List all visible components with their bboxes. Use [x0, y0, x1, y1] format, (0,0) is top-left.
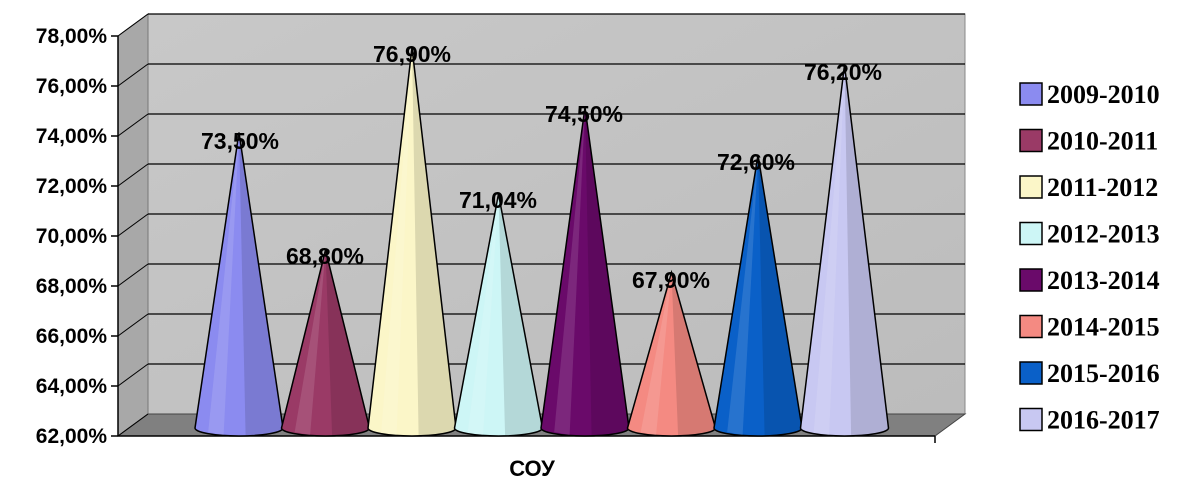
cone-2013-2014 [540, 107, 630, 437]
legend-item: 2014-2015 [1019, 313, 1160, 342]
gridline-side [117, 163, 149, 187]
y-tick-label: 68,00% [36, 275, 108, 298]
cone-2009-2010 [194, 132, 284, 437]
y-tick-label: 78,00% [36, 25, 108, 48]
cone-shade [758, 155, 803, 436]
legend: 2009-2010 2010-2011 2011-2012 2012-2013 2013… [1019, 80, 1160, 435]
cone-2016-2017 [799, 64, 890, 437]
legend-label: 2013-2014 [1047, 266, 1160, 295]
legend-swatch [1019, 268, 1043, 292]
gridline-side [117, 263, 149, 287]
data-label: 71,04% [459, 187, 537, 213]
cone-highlight [554, 107, 585, 435]
gridline-side [117, 113, 149, 137]
y-tick-label: 70,00% [36, 225, 108, 248]
x-category-label: СОУ [509, 456, 555, 481]
legend-label: 2009-2010 [1047, 80, 1160, 109]
legend-item: 2013-2014 [1019, 266, 1160, 295]
cone-highlight [294, 250, 326, 435]
cone-highlight [727, 155, 758, 435]
cone-series [194, 47, 890, 437]
legend-swatch [1019, 128, 1043, 153]
cone-highlight [467, 194, 499, 435]
legend-label: 2012-2013 [1047, 220, 1160, 249]
legend-label: 2014-2015 [1047, 313, 1160, 342]
cone-highlight [640, 272, 672, 435]
y-tick-label: 76,00% [36, 75, 108, 98]
legend-item: 2010-2011 [1019, 127, 1158, 156]
legend-item: 2016-2017 [1019, 406, 1160, 435]
cone-2010-2011 [280, 249, 371, 437]
cone-shade [671, 272, 716, 436]
gridline-side [117, 413, 149, 437]
y-axis-ticks: 62,00% 64,00% 66,00% 68,00% 70,00% 72,00% 74,0… [36, 25, 118, 448]
gridline-side [117, 363, 149, 387]
data-label: 74,50% [545, 101, 623, 127]
data-label: 68,80% [286, 243, 364, 269]
gridline-side [117, 63, 149, 87]
cone-shade [239, 132, 284, 436]
data-label: 73,50% [201, 128, 279, 154]
cone-highlight [381, 47, 412, 435]
cone-highlight [208, 132, 239, 435]
y-tick-label: 74,00% [36, 125, 108, 148]
gridline-side [117, 313, 149, 337]
y-tick-label: 66,00% [36, 325, 108, 348]
y-tick-label: 62,00% [36, 425, 108, 448]
cone-2012-2013 [453, 193, 544, 437]
data-label: 76,90% [373, 41, 451, 67]
legend-item: 2011-2012 [1019, 173, 1158, 202]
legend-swatch [1019, 361, 1043, 385]
cone-shade [844, 65, 889, 436]
legend-swatch [1019, 221, 1043, 246]
data-label: 72,60% [717, 149, 795, 175]
cone-shade [585, 107, 630, 436]
data-label: 67,90% [632, 267, 710, 293]
gridline-side [117, 13, 149, 37]
legend-item: 2012-2013 [1019, 220, 1160, 249]
data-label: 76,20% [804, 59, 882, 85]
legend-swatch [1019, 407, 1043, 432]
legend-swatch [1019, 82, 1043, 106]
cone-body [799, 64, 890, 437]
cone-shade [325, 250, 370, 436]
legend-label: 2015-2016 [1047, 359, 1160, 388]
cone-shade [412, 47, 457, 436]
legend-swatch [1019, 175, 1043, 199]
y-tick-label: 64,00% [36, 375, 108, 398]
y-tick-label: 72,00% [36, 175, 108, 198]
data-labels: 73,50% 68,80% 76,90% 71,04% 74,50% 67,90% 72,6… [201, 41, 882, 293]
legend-swatch [1019, 314, 1043, 339]
cone-shade [498, 194, 543, 436]
legend-item: 2015-2016 [1019, 359, 1160, 388]
legend-label: 2010-2011 [1047, 127, 1158, 156]
gridline-side [117, 213, 149, 237]
legend-label: 2011-2012 [1047, 173, 1158, 202]
legend-label: 2016-2017 [1047, 406, 1160, 435]
legend-item: 2009-2010 [1019, 80, 1160, 109]
cone-2014-2015 [626, 269, 717, 437]
cone-highlight [813, 65, 845, 435]
